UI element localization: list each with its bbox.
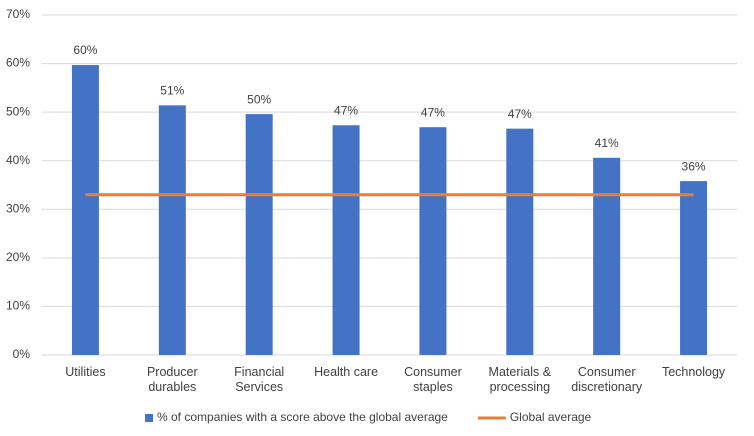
y-tick-label: 10%	[6, 299, 30, 313]
y-tick-label: 60%	[6, 56, 30, 70]
data-label: 47%	[508, 107, 532, 121]
data-label: 47%	[334, 103, 358, 117]
y-tick-label: 30%	[6, 201, 30, 215]
y-tick-label: 0%	[13, 347, 31, 361]
bar	[245, 114, 273, 355]
y-tick-label: 20%	[6, 250, 30, 264]
data-label: 47%	[421, 105, 445, 119]
y-tick-label: 40%	[6, 153, 30, 167]
data-label: 50%	[247, 92, 271, 106]
x-tick-label: Technology	[661, 365, 726, 379]
bar	[593, 157, 621, 355]
bar	[419, 127, 447, 355]
bar	[332, 125, 360, 355]
y-tick-label: 70%	[6, 7, 30, 21]
y-tick-label: 50%	[6, 104, 30, 118]
x-tick-label: Consumer discretionary	[571, 365, 643, 394]
x-tick-label: Financial Services	[234, 365, 285, 394]
bar	[158, 105, 186, 355]
legend-label: Global average	[510, 410, 592, 424]
bar	[71, 65, 99, 356]
bar	[680, 181, 708, 355]
x-tick-label: Health care	[314, 365, 379, 379]
data-label: 41%	[595, 136, 619, 150]
x-tick-label: Producer durables	[146, 365, 198, 394]
data-label: 60%	[73, 43, 97, 57]
x-tick-label: Materials & processing	[488, 365, 552, 394]
bar	[506, 128, 534, 355]
x-tick-label: Utilities	[65, 365, 106, 379]
data-label: 51%	[160, 84, 184, 98]
data-label: 36%	[682, 159, 706, 173]
legend-label: % of companies with a score above the gl…	[157, 410, 448, 424]
legend-swatch	[145, 414, 153, 422]
x-tick-label: Consumer staples	[404, 365, 462, 394]
